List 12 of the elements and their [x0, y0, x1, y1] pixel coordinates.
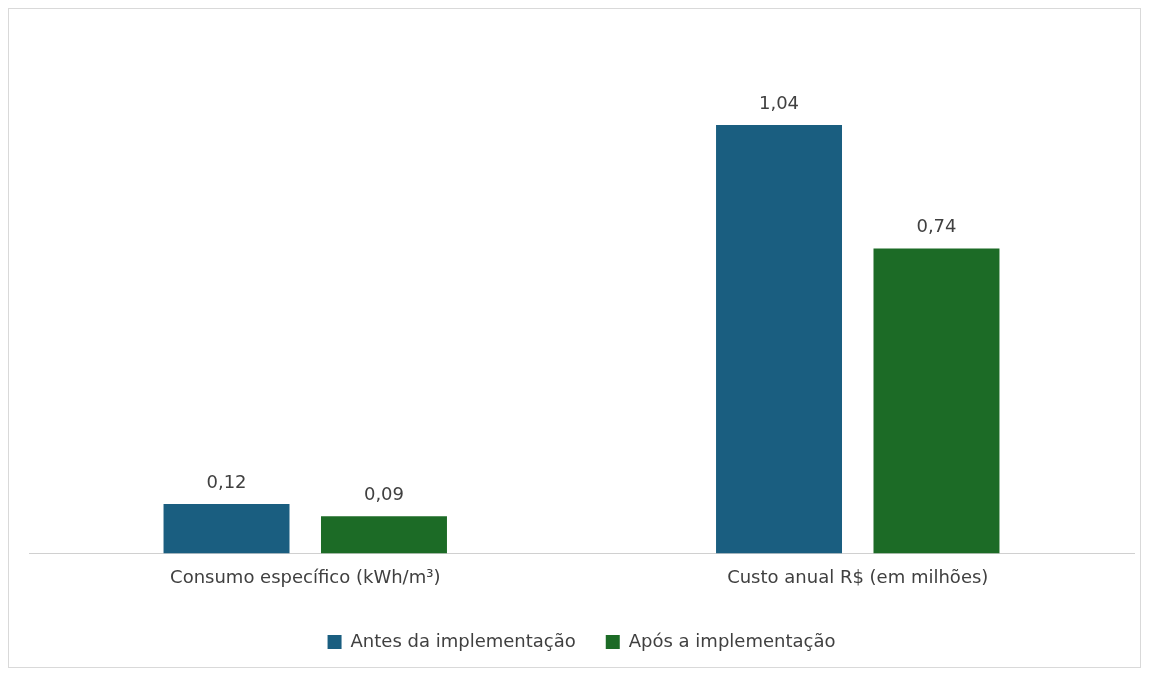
data-label: 0,12: [206, 470, 247, 492]
x-tick-label: Consumo específico (kWh/m³): [170, 565, 441, 587]
data-label: 1,04: [758, 91, 800, 113]
legend-label: Antes da implementação: [350, 629, 576, 651]
bar: [873, 248, 1000, 554]
legend-label: Após a implementação: [628, 629, 836, 651]
data-label: 0,74: [916, 215, 957, 237]
bar: [163, 503, 290, 554]
bar: [321, 516, 447, 554]
x-tick-label: Custo anual R$ (em milhões): [727, 565, 989, 587]
bar: [716, 124, 842, 554]
data-label: 0,09: [363, 482, 405, 504]
